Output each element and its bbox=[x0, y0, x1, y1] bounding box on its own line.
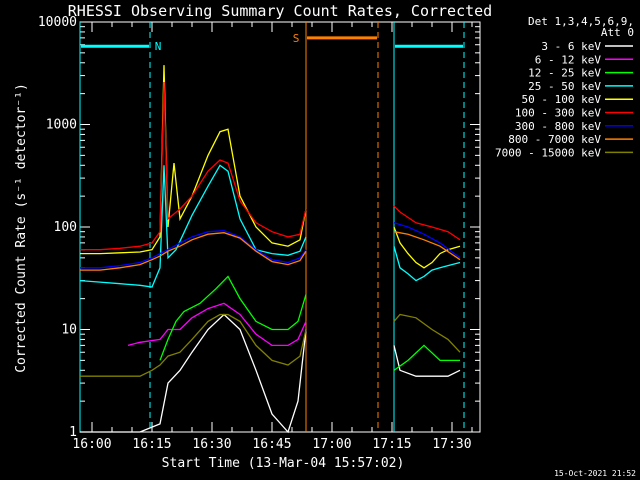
y-tick-label: 1 bbox=[69, 425, 77, 440]
series-line bbox=[393, 226, 461, 269]
x-axis-label: Start Time (13-Mar-04 15:57:02) bbox=[162, 456, 405, 471]
footer-date: 15-Oct-2021 21:52 bbox=[554, 469, 636, 478]
series-line bbox=[80, 313, 307, 434]
series-line bbox=[80, 230, 307, 269]
x-tick-label: 16:45 bbox=[252, 437, 291, 452]
legend-entry-label: 12 - 25 keV bbox=[528, 67, 601, 80]
flag-label: N bbox=[155, 40, 162, 53]
series-line bbox=[393, 246, 461, 282]
legend-entry-label: 3 - 6 keV bbox=[541, 40, 601, 53]
y-axis-label: Corrected Count Rate (s⁻¹ detector⁻¹) bbox=[14, 83, 29, 373]
legend-entry-label: 800 - 7000 keV bbox=[508, 133, 601, 146]
series-line bbox=[80, 65, 307, 255]
plot-area: 1 10 100 1000 10000 16:00 16:15 16:30 16:45 17:00… bbox=[38, 15, 481, 452]
y-tick-label: 100 bbox=[54, 220, 77, 235]
x-tick-label: 17:30 bbox=[432, 437, 471, 452]
series-line bbox=[79, 164, 307, 288]
series-line bbox=[393, 205, 461, 241]
x-tick-label: 17:00 bbox=[312, 437, 351, 452]
series-line bbox=[393, 222, 461, 259]
legend-entry-label: 6 - 12 keV bbox=[535, 53, 602, 66]
legend-entry-label: 25 - 50 keV bbox=[528, 80, 601, 93]
legend-entry-label: 7000 - 15000 keV bbox=[495, 146, 601, 159]
series-line bbox=[80, 313, 307, 377]
legend-entry-label: 300 - 800 keV bbox=[515, 120, 601, 133]
x-tick-label: 17:15 bbox=[372, 437, 411, 452]
x-tick-label: 16:30 bbox=[192, 437, 231, 452]
y-tick-label: 1000 bbox=[46, 118, 77, 133]
series-line bbox=[127, 302, 307, 347]
flag-label: S bbox=[293, 32, 300, 45]
series-line bbox=[393, 231, 461, 261]
y-tick-label: 10000 bbox=[38, 15, 77, 30]
series-line bbox=[393, 313, 461, 353]
series-line bbox=[393, 344, 460, 371]
x-tick-label: 16:15 bbox=[132, 437, 171, 452]
chart-title: RHESSI Observing Summary Count Rates, Co… bbox=[68, 2, 492, 20]
series-line bbox=[159, 275, 307, 361]
y-tick-label: 10 bbox=[61, 323, 77, 338]
legend-header: Att 0 bbox=[601, 26, 634, 39]
legend-header: Det 1,3,4,5,6,9, bbox=[528, 15, 634, 28]
series-line bbox=[80, 232, 307, 271]
legend-entry-label: 100 - 300 keV bbox=[515, 107, 601, 120]
x-tick-label: 16:00 bbox=[72, 437, 111, 452]
legend-entry-label: 50 - 100 keV bbox=[522, 93, 602, 106]
series-line bbox=[80, 81, 307, 251]
